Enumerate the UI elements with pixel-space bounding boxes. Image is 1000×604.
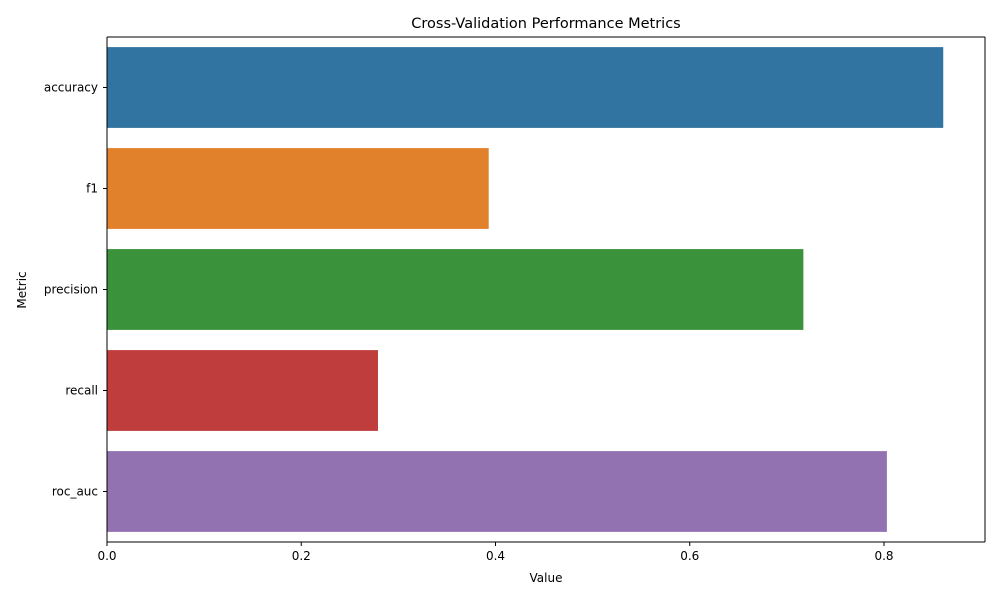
- bar-f1: [107, 148, 489, 229]
- bar-recall: [107, 350, 378, 431]
- x-axis-label: Value: [530, 571, 563, 585]
- chart-title: Cross-Validation Performance Metrics: [411, 16, 680, 32]
- x-tick-label: 0.8: [874, 549, 893, 563]
- bar-precision: [107, 249, 804, 330]
- y-tick-label: precision: [44, 283, 98, 297]
- y-tick-label: accuracy: [44, 81, 98, 95]
- y-tick-label: recall: [65, 384, 98, 398]
- x-tick-label: 0.6: [680, 549, 699, 563]
- y-axis-ticks: accuracy f1 precision recall roc_auc: [44, 81, 107, 499]
- bar-roc_auc: [107, 451, 887, 532]
- x-tick-label: 0.0: [97, 549, 116, 563]
- bar-accuracy: [107, 47, 944, 128]
- y-axis-label: Metric: [15, 271, 29, 308]
- x-axis-ticks: 0.0 0.2 0.4 0.6 0.8: [97, 542, 894, 563]
- y-tick-label: f1: [86, 182, 98, 196]
- y-tick-label: roc_auc: [52, 485, 98, 499]
- bars-group: [107, 47, 944, 532]
- x-tick-label: 0.4: [486, 549, 505, 563]
- x-tick-label: 0.2: [292, 549, 311, 563]
